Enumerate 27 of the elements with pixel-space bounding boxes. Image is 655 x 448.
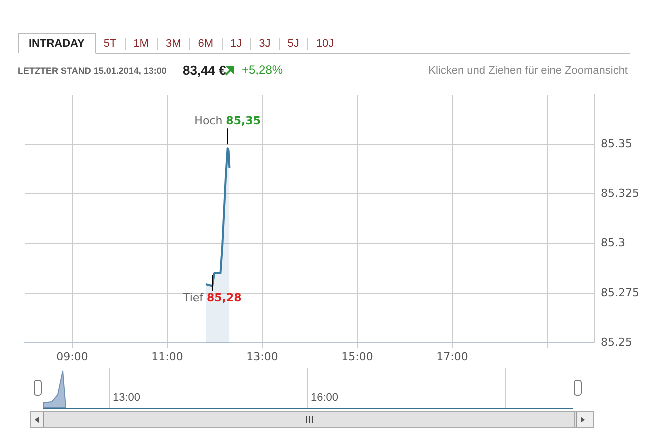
x-tick-label: 09:00 xyxy=(56,350,88,364)
y-tick-label: 85.275 xyxy=(601,286,640,300)
text: 3J xyxy=(250,38,279,50)
annotation: Hoch 85,35 xyxy=(194,114,261,128)
annotation: Tief 85,28 xyxy=(182,291,242,304)
text: INTRADAY xyxy=(18,33,96,54)
y-tick-label: 85.325 xyxy=(601,187,640,200)
text: 1M xyxy=(124,38,157,50)
text: 83,44 € xyxy=(183,63,226,78)
text: 5T xyxy=(102,38,118,50)
text: 3M xyxy=(156,38,190,50)
text: 13:00 xyxy=(113,392,141,404)
text: 1J xyxy=(222,38,250,50)
text: Klicken und Ziehen für eine Zoomansicht xyxy=(428,65,628,77)
x-tick-label: 11:00 xyxy=(152,350,184,364)
text: 5J xyxy=(278,38,308,50)
text: LETZTER STAND 15.01.2014, 13:00 xyxy=(18,66,167,76)
x-tick-label: 15:00 xyxy=(342,350,374,364)
x-tick-label: 13:00 xyxy=(246,350,278,364)
y-tick-label: 85.25 xyxy=(601,336,632,349)
text: 16:00 xyxy=(311,392,339,404)
x-tick-label: 17:00 xyxy=(436,350,468,364)
y-tick-label: 85.35 xyxy=(601,137,632,150)
text: 6M xyxy=(189,38,222,50)
text: 10J xyxy=(307,38,342,50)
text: +5,28% xyxy=(242,63,284,77)
y-tick-label: 85.3 xyxy=(601,236,626,250)
